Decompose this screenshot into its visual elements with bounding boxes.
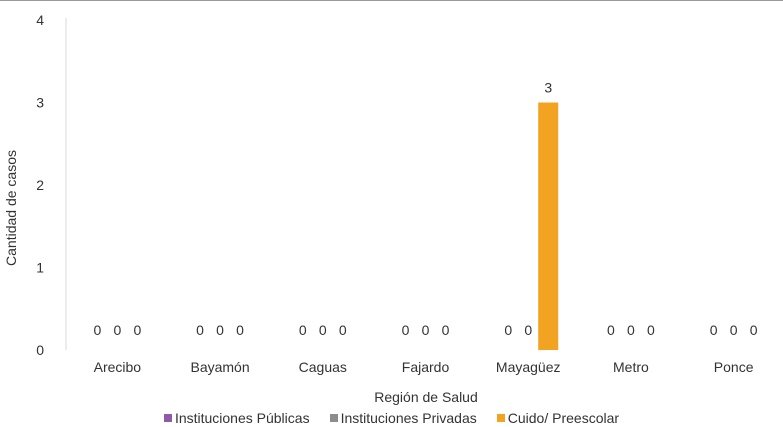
data-label: 0 (113, 322, 121, 338)
bar (538, 102, 559, 350)
y-tick-label: 0 (36, 342, 44, 358)
data-label: 0 (216, 322, 224, 338)
x-tick-label: Arecibo (94, 359, 142, 375)
legend: Instituciones Públicas Instituciones Pri… (0, 410, 783, 426)
data-label: 0 (339, 322, 347, 338)
data-label: 0 (236, 322, 244, 338)
data-label: 0 (710, 322, 718, 338)
y-tick-label: 4 (36, 12, 44, 28)
y-axis-ticks: 0 1 2 3 4 (36, 12, 44, 358)
data-label: 0 (524, 322, 532, 338)
x-tick-label: Fajardo (402, 359, 450, 375)
data-label: 0 (750, 322, 758, 338)
data-label: 0 (93, 322, 101, 338)
legend-item-publicas: Instituciones Públicas (163, 410, 310, 426)
data-label: 0 (422, 322, 430, 338)
data-label: 0 (402, 322, 410, 338)
x-tick-label: Ponce (714, 359, 754, 375)
data-label: 0 (730, 322, 738, 338)
y-axis-title: Cantidad de casos (3, 150, 19, 266)
x-tick-label: Bayamón (190, 359, 249, 375)
legend-swatch-privadas (329, 414, 338, 422)
y-tick-label: 1 (36, 260, 44, 276)
legend-item-privadas: Instituciones Privadas (329, 410, 477, 426)
x-axis-ticks: Arecibo Bayamón Caguas Fajardo Mayagüez Metro… (94, 359, 754, 375)
data-label: 0 (299, 322, 307, 338)
top-border (0, 0, 783, 1)
data-label: 0 (133, 322, 141, 338)
data-label: 0 (607, 322, 615, 338)
bars (538, 102, 559, 350)
y-tick-label: 2 (36, 177, 44, 193)
legend-label-privadas: Instituciones Privadas (340, 410, 477, 426)
legend-item-cuido: Cuido/ Preescolar (496, 410, 620, 426)
legend-label-cuido: Cuido/ Preescolar (507, 410, 620, 426)
data-label: 0 (627, 322, 635, 338)
data-labels: 0 0 0 0 0 0 0 0 0 0 0 0 0 030 0 0 0 0 0 (93, 80, 757, 339)
data-label: 0 (196, 322, 204, 338)
legend-swatch-publicas (163, 414, 172, 422)
x-tick-label: Metro (613, 359, 649, 375)
data-label: 0 (319, 322, 327, 338)
data-label: 0 (442, 322, 450, 338)
x-tick-label: Caguas (299, 359, 347, 375)
legend-label-publicas: Instituciones Públicas (174, 410, 310, 426)
legend-swatch-cuido (496, 414, 505, 422)
data-label: 0 (504, 322, 512, 338)
x-tick-label: Mayagüez (496, 359, 561, 375)
y-tick-label: 3 (36, 95, 44, 111)
x-axis-title: Región de Salud (374, 389, 478, 405)
data-label: 3 (544, 80, 552, 96)
data-label: 0 (647, 322, 655, 338)
